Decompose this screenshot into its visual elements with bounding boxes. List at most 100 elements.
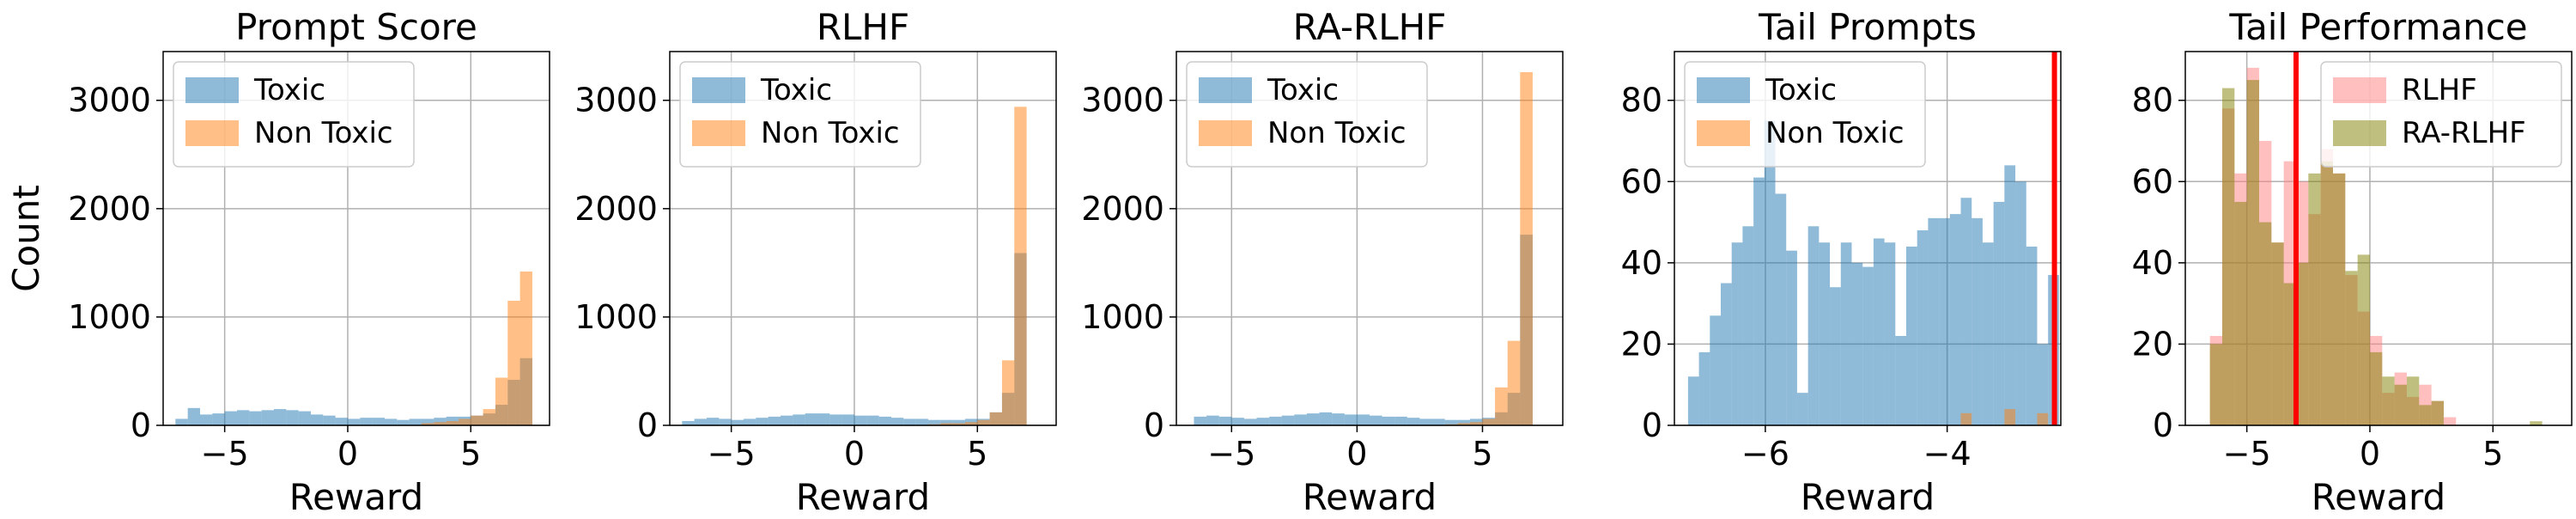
bars [682, 107, 1027, 425]
y-tick-label: 40 [1621, 244, 1662, 282]
bar-toxic [817, 413, 830, 425]
figure-ylabel: Count [5, 185, 47, 292]
bar-toxic [1928, 217, 1940, 425]
bar-toxic [780, 415, 793, 425]
bar-non-toxic [940, 423, 953, 425]
y-tick-label: 0 [1642, 406, 1662, 444]
bar-toxic [1775, 193, 1787, 425]
y-tick-label: 3000 [1081, 82, 1164, 119]
y-tick-label: 0 [1144, 406, 1164, 444]
bar-ra-rlhf [2530, 421, 2543, 425]
bar-toxic [805, 413, 817, 425]
x-tick-label: −5 [2223, 435, 2271, 473]
bar-ra-rlhf [2369, 351, 2383, 425]
bar-toxic [940, 419, 953, 425]
panel-title: Tail Performance [2228, 6, 2527, 48]
bar-toxic [1332, 413, 1345, 425]
bar-non-toxic [1960, 412, 1972, 425]
x-tick-label: −4 [1923, 435, 1971, 473]
legend-label: Toxic [1765, 73, 1837, 107]
bar-toxic [273, 409, 287, 425]
y-tick-label: 1000 [1081, 298, 1164, 336]
x-tick-label: 5 [1472, 435, 1492, 473]
bar-non-toxic [495, 377, 508, 425]
y-tick-label: 2000 [68, 190, 151, 228]
bar-toxic [1243, 418, 1257, 425]
axes-frame [1176, 51, 1564, 426]
legend-swatch [2333, 120, 2386, 146]
bar-toxic [384, 418, 398, 425]
legend-swatch [692, 120, 745, 146]
bar-toxic [719, 418, 732, 425]
legend-label: Toxic [760, 73, 832, 107]
bar-non-toxic [1457, 423, 1470, 425]
legend-swatch [185, 77, 239, 103]
legend-label: RA-RLHF [2402, 116, 2526, 150]
bar-toxic [903, 418, 916, 425]
bar-toxic [1764, 120, 1776, 425]
bar-toxic [409, 418, 422, 425]
bar-toxic [793, 414, 805, 425]
bar-non-toxic [471, 415, 483, 425]
bars [1194, 71, 1533, 425]
panel-3: −5 0 5 0 1000 2000 3000 RA-RLHF Reward Toxic Non T… [1081, 6, 1564, 518]
bar-non-toxic [507, 301, 520, 425]
bar-toxic [360, 418, 373, 425]
bar-ra-rlhf [2209, 344, 2222, 425]
bar-toxic [1382, 416, 1395, 425]
y-tick-label: 3000 [68, 82, 151, 119]
bar-toxic [694, 418, 707, 425]
bar-toxic [236, 410, 250, 425]
bar-non-toxic [1520, 71, 1533, 425]
y-tick-label: 0 [637, 406, 658, 444]
x-axis-label: Reward [1303, 476, 1437, 516]
bar-toxic [2004, 165, 2016, 425]
legend: Toxic Non Toxic [679, 61, 921, 168]
panel-title: RLHF [817, 6, 909, 48]
bar-toxic [927, 419, 941, 425]
legend-label: Toxic [1267, 73, 1339, 107]
bar-toxic [1231, 418, 1244, 425]
bar-toxic [1819, 242, 1831, 425]
bar-toxic [1840, 242, 1852, 425]
bar-non-toxic [1001, 360, 1015, 425]
axes-frame [162, 51, 550, 426]
bar-toxic [1884, 242, 1896, 425]
bar-toxic [731, 419, 744, 425]
bar-toxic [1939, 217, 1950, 425]
bar-toxic [298, 411, 311, 425]
bar-toxic [1721, 283, 1732, 425]
bar-toxic [1862, 266, 1874, 425]
y-tick-label: 20 [2132, 325, 2173, 363]
y-tick-label: 0 [2153, 406, 2173, 444]
bar-toxic [224, 411, 237, 425]
bar-toxic [1357, 414, 1370, 425]
y-tick-label: 1000 [574, 298, 658, 336]
bar-toxic [1444, 419, 1458, 425]
bar-non-toxic [2037, 412, 2049, 425]
bar-ra-rlhf [2394, 384, 2407, 425]
bar-toxic [2037, 344, 2049, 425]
y-tick-label: 20 [1621, 325, 1662, 363]
legend-swatch [692, 77, 745, 103]
bar-ra-rlhf [2419, 405, 2432, 425]
x-axis-label: Reward [2312, 476, 2445, 516]
panel-2: −5 0 5 0 1000 2000 3000 RLHF Reward Toxic Non Toxi… [574, 6, 1057, 518]
legend-label: Non Toxic [1267, 116, 1406, 150]
bars [1687, 120, 2059, 425]
bar-toxic [397, 419, 410, 425]
bar-toxic [1971, 217, 1983, 425]
bar-non-toxic [519, 271, 532, 425]
bar-toxic [915, 418, 928, 425]
bar-toxic [1807, 226, 1820, 425]
bar-toxic [1306, 413, 1320, 425]
bar-ra-rlhf [2258, 222, 2272, 425]
bar-toxic [1830, 287, 1841, 425]
bar-toxic [2015, 181, 2026, 425]
bar-ra-rlhf [2221, 88, 2235, 425]
y-tick-label: 80 [2132, 82, 2173, 119]
bar-toxic [768, 416, 781, 425]
bar-toxic [323, 415, 336, 425]
bar-toxic [2026, 246, 2038, 425]
x-axis-label: Reward [1801, 476, 1935, 516]
